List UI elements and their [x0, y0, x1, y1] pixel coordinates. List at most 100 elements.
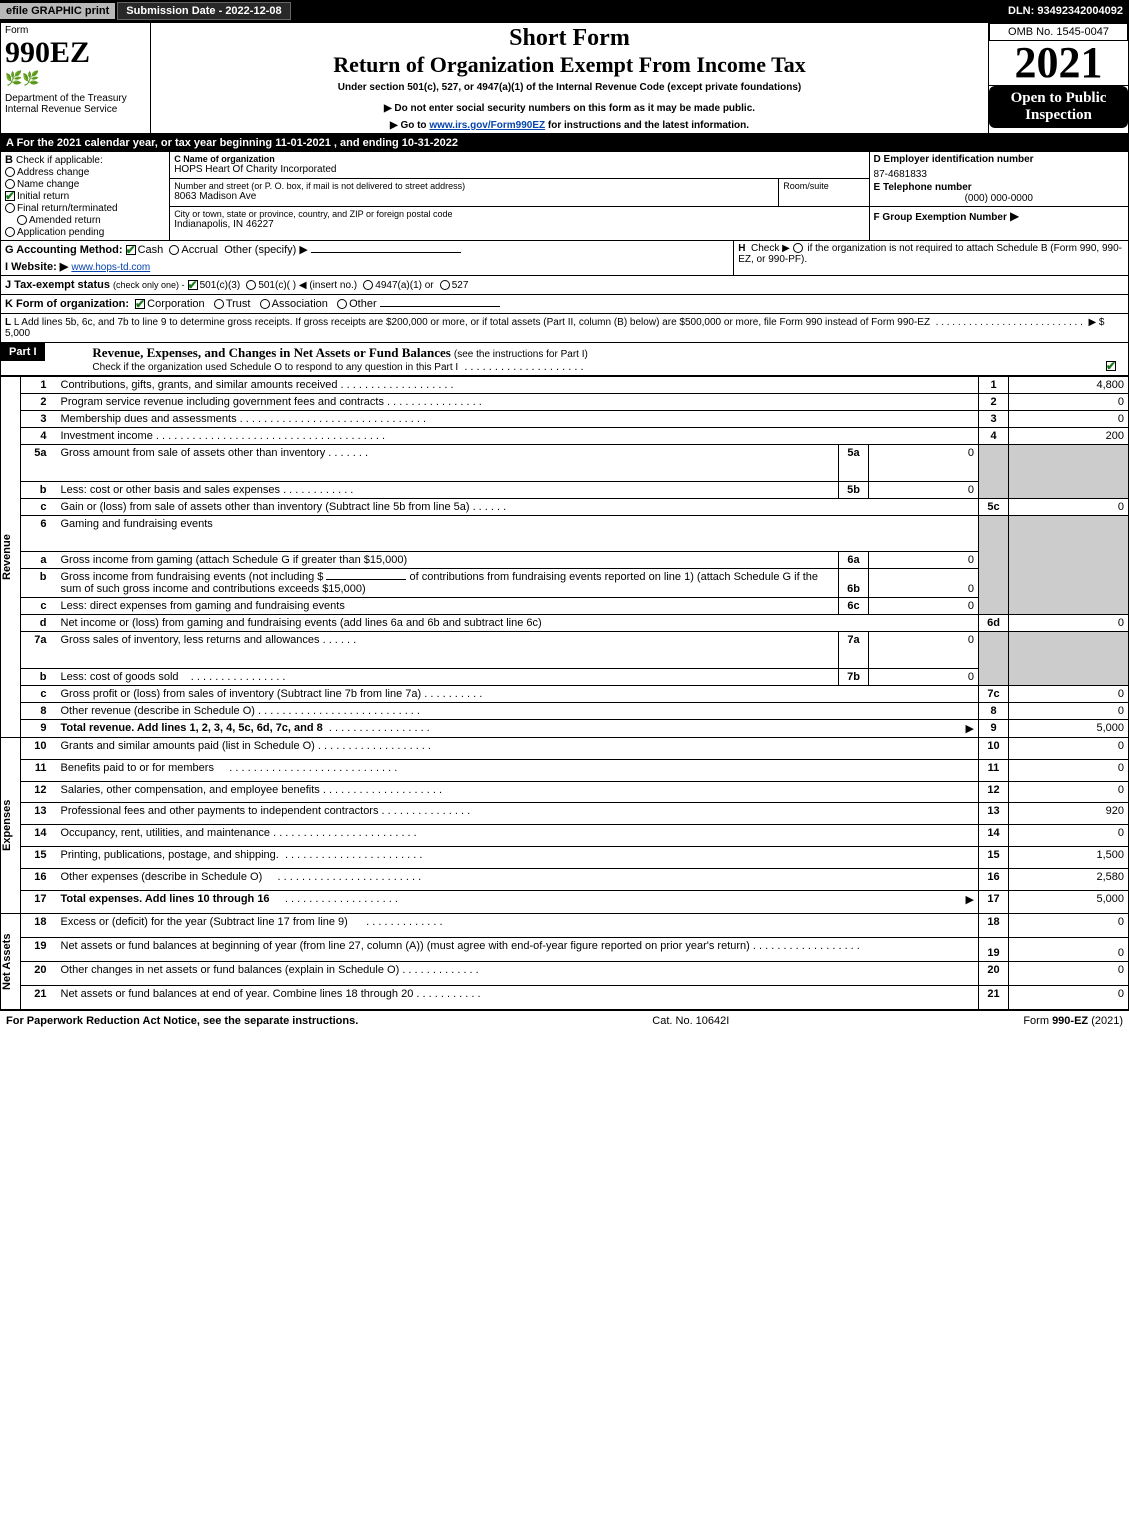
- line-9-text: Total revenue. Add lines 1, 2, 3, 4, 5c,…: [61, 722, 323, 734]
- line-5b-subamount: 0: [869, 481, 979, 498]
- line-4-box: 4: [979, 428, 1009, 445]
- section-l-arrow: ▶ $: [1088, 317, 1104, 328]
- accrual-label: Accrual: [181, 244, 218, 256]
- section-h-check: Check ▶: [751, 243, 790, 254]
- website-link[interactable]: www.hops-td.com: [71, 262, 150, 273]
- line-21-num: 21: [21, 986, 57, 1010]
- line-4-amount: 200: [1009, 428, 1129, 445]
- part-i-lines-table: Revenue 1 Contributions, gifts, grants, …: [0, 376, 1129, 1010]
- form-word: Form: [5, 25, 146, 36]
- line-6d-box: 6d: [979, 615, 1009, 632]
- footer-paperwork: For Paperwork Reduction Act Notice, see …: [6, 1015, 358, 1027]
- 501c-checkbox[interactable]: [246, 280, 256, 290]
- line-6b-num: b: [21, 569, 57, 598]
- amended-return-checkbox[interactable]: [17, 215, 27, 225]
- 4947-checkbox[interactable]: [363, 280, 373, 290]
- line-19-num: 19: [21, 938, 57, 962]
- other-specify-label: Other (specify) ▶: [224, 244, 308, 256]
- line-2-text: Program service revenue including govern…: [61, 396, 384, 408]
- line-5a-num: 5a: [21, 445, 57, 482]
- 527-label: 527: [452, 280, 469, 291]
- line-18-num: 18: [21, 914, 57, 938]
- cash-checkbox[interactable]: [126, 245, 136, 255]
- net-assets-side-label: Net Assets: [1, 914, 13, 1009]
- line-2-box: 2: [979, 394, 1009, 411]
- association-checkbox[interactable]: [260, 299, 270, 309]
- dln-label: DLN: 93492342004092: [1008, 5, 1129, 17]
- check-if-applicable: Check if applicable:: [16, 155, 103, 166]
- line-5c-amount: 0: [1009, 498, 1129, 515]
- line-21-box: 21: [979, 986, 1009, 1010]
- schedule-b-checkbox[interactable]: [793, 243, 803, 253]
- footer-form-bold: 990-EZ: [1052, 1015, 1088, 1027]
- line-6d-text: Net income or (loss) from gaming and fun…: [57, 615, 979, 632]
- other-org-label: Other: [349, 298, 377, 310]
- line-9-arrow: ▶: [966, 722, 974, 735]
- org-name: HOPS Heart Of Charity Incorporated: [174, 164, 864, 175]
- section-l-text: L Add lines 5b, 6c, and 7b to line 9 to …: [14, 317, 930, 328]
- line-15-box: 15: [979, 847, 1009, 869]
- part-i-hint: (see the instructions for Part I): [454, 349, 588, 360]
- corporation-checkbox[interactable]: [135, 299, 145, 309]
- irs-link[interactable]: www.irs.gov/Form990EZ: [429, 120, 545, 131]
- name-change-checkbox[interactable]: [5, 179, 15, 189]
- line-6a-subamount: 0: [869, 552, 979, 569]
- efile-print-button[interactable]: efile GRAPHIC print: [0, 3, 117, 19]
- line-11-box: 11: [979, 759, 1009, 781]
- application-pending-checkbox[interactable]: [5, 227, 15, 237]
- line-18-text: Excess or (deficit) for the year (Subtra…: [61, 916, 348, 928]
- schedule-o-checkbox[interactable]: [1106, 361, 1116, 371]
- subtitle: Under section 501(c), 527, or 4947(a)(1)…: [155, 82, 984, 93]
- footer-form-ref: Form 990-EZ (2021): [1023, 1015, 1123, 1027]
- line-13-text: Professional fees and other payments to …: [61, 805, 379, 817]
- line-6b-subamount: 0: [869, 569, 979, 598]
- line-3-amount: 0: [1009, 411, 1129, 428]
- group-exemption-label: F Group Exemption Number: [874, 212, 1007, 223]
- line-10-amount: 0: [1009, 738, 1129, 760]
- part-i-check-text: Check if the organization used Schedule …: [92, 362, 458, 373]
- line-9-box: 9: [979, 720, 1009, 738]
- 527-checkbox[interactable]: [440, 280, 450, 290]
- line-14-amount: 0: [1009, 825, 1129, 847]
- line-5b-text: Less: cost or other basis and sales expe…: [61, 484, 281, 496]
- submission-date-button[interactable]: Submission Date - 2022-12-08: [117, 2, 290, 20]
- amended-return-label: Amended return: [29, 215, 101, 226]
- address-change-checkbox[interactable]: [5, 167, 15, 177]
- corporation-label: Corporation: [147, 298, 204, 310]
- note-ssn: ▶ Do not enter social security numbers o…: [155, 103, 984, 114]
- trust-checkbox[interactable]: [214, 299, 224, 309]
- website-label: I Website: ▶: [5, 261, 68, 273]
- application-pending-label: Application pending: [17, 227, 104, 238]
- line-3-box: 3: [979, 411, 1009, 428]
- dept-treasury: Department of the Treasury: [5, 93, 146, 104]
- line-5b-subbox: 5b: [839, 481, 869, 498]
- line-13-box: 13: [979, 803, 1009, 825]
- ein-value: 87-4681833: [874, 169, 1124, 180]
- line-20-amount: 0: [1009, 962, 1129, 986]
- initial-return-checkbox[interactable]: [5, 191, 15, 201]
- line-14-num: 14: [21, 825, 57, 847]
- line-5c-box: 5c: [979, 498, 1009, 515]
- final-return-checkbox[interactable]: [5, 203, 15, 213]
- other-org-input[interactable]: [380, 306, 500, 307]
- line-8-num: 8: [21, 703, 57, 720]
- line-6b-text1: Gross income from fundraising events (no…: [61, 571, 324, 583]
- goto-suffix: for instructions and the latest informat…: [548, 120, 749, 131]
- line-20-text: Other changes in net assets or fund bala…: [61, 964, 400, 976]
- line-6c-num: c: [21, 598, 57, 615]
- other-specify-input[interactable]: [311, 252, 461, 253]
- accrual-checkbox[interactable]: [169, 245, 179, 255]
- line-9-num: 9: [21, 720, 57, 738]
- line-16-text: Other expenses (describe in Schedule O): [61, 871, 263, 883]
- line-6b-subbox: 6b: [839, 569, 869, 598]
- tax-year: 2021: [989, 41, 1128, 86]
- 501c3-checkbox[interactable]: [188, 280, 198, 290]
- other-org-checkbox[interactable]: [337, 299, 347, 309]
- line-6b-input[interactable]: [326, 579, 406, 580]
- main-title: Return of Organization Exempt From Incom…: [155, 52, 984, 78]
- 4947-label: 4947(a)(1) or: [375, 280, 433, 291]
- line-8-amount: 0: [1009, 703, 1129, 720]
- line-12-box: 12: [979, 781, 1009, 803]
- line-1-amount: 4,800: [1009, 377, 1129, 394]
- line-7b-num: b: [21, 669, 57, 686]
